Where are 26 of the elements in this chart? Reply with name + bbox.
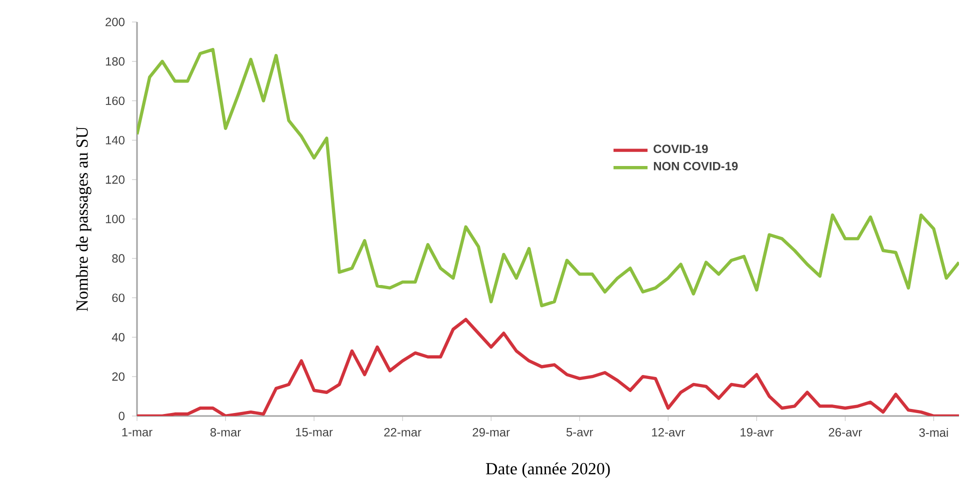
legend-label: COVID-19 (654, 144, 708, 154)
y-tick-label: 120 (106, 175, 124, 184)
y-tick-label: 60 (112, 294, 124, 302)
y-axis-title: Nombre de passages au SU (76, 126, 92, 312)
y-tick-label: 180 (106, 57, 124, 66)
line-series (137, 48, 960, 308)
x-tick-label: 3-mai (919, 428, 948, 437)
y-tick-label: 0 (118, 412, 124, 420)
y-tick-label: 100 (106, 214, 124, 224)
x-tick-label: 19-avr (740, 428, 774, 437)
y-tick-label: 200 (106, 18, 124, 26)
x-tick-label: 1-mar (122, 428, 152, 436)
x-tick-label: 5-avr (566, 428, 594, 436)
x-tick-label: 8-mar (210, 428, 241, 437)
x-tick-label: 22-mar (384, 428, 422, 437)
y-tick-label: 160 (106, 96, 124, 106)
legend-label: NON COVID-19 (654, 162, 738, 170)
x-tick-label: 29-mar (472, 428, 510, 437)
y-tick-label: 40 (112, 332, 124, 342)
y-tick-label: 80 (112, 254, 124, 263)
x-tick-label: 26-avr (828, 428, 862, 437)
y-tick-label: 20 (112, 372, 124, 381)
y-tick-label: 140 (106, 136, 124, 144)
x-axis-title: Date (année 2020) (486, 462, 610, 478)
x-tick-label: 12-avr (652, 428, 685, 437)
x-tick-label: 15-mar (296, 428, 333, 436)
